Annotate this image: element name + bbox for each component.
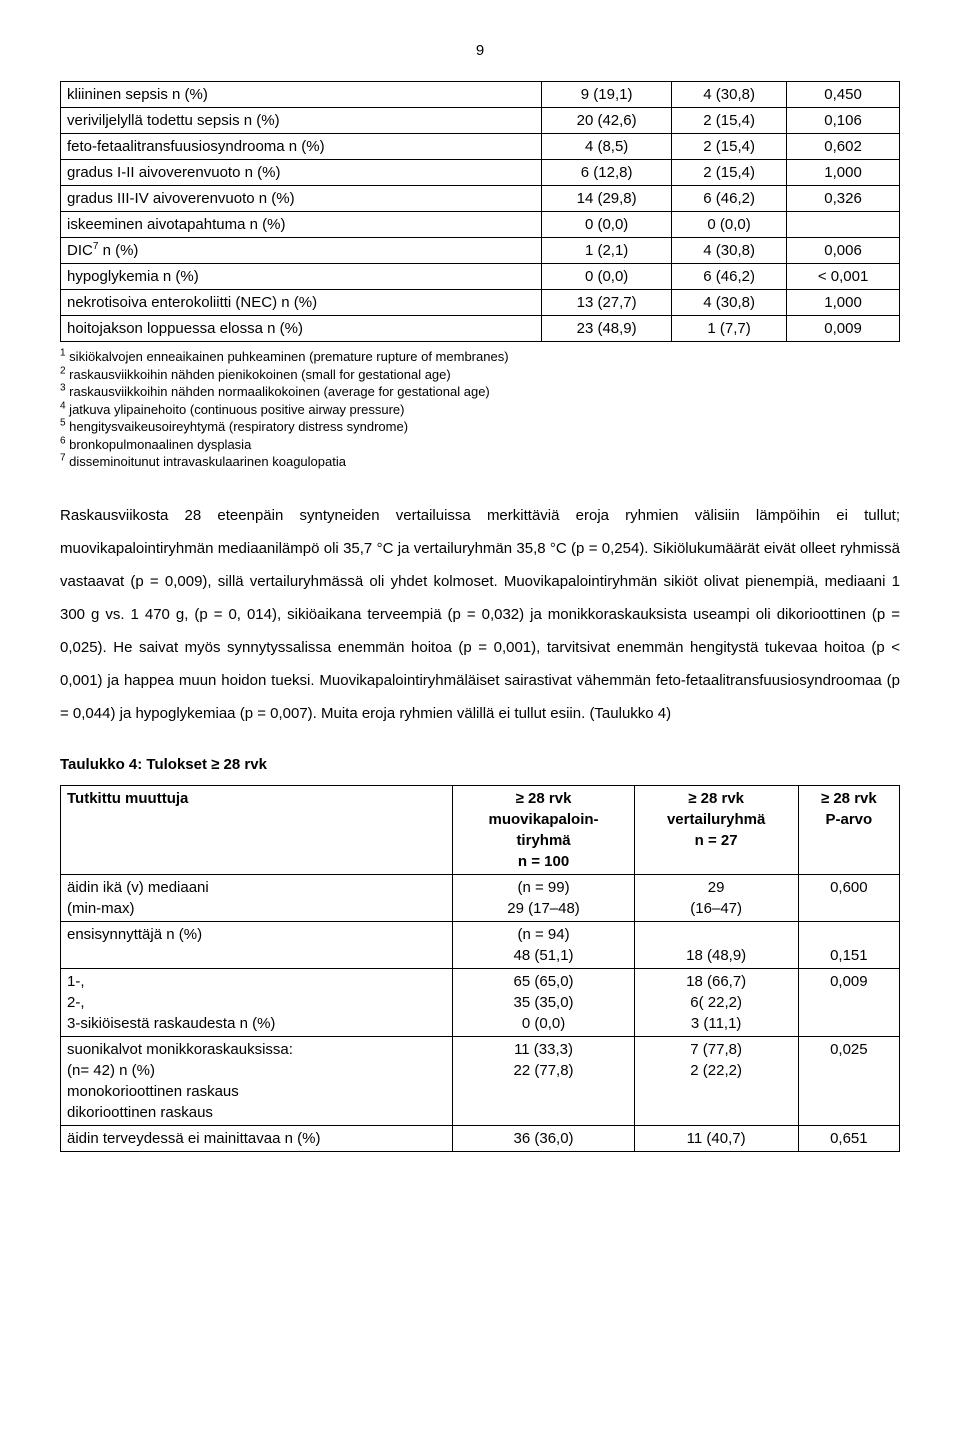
table-row: nekrotisoiva enterokoliitti (NEC) n (%)1… bbox=[61, 290, 900, 316]
table-2-header-cell: ≥ 28 rvkmuovikapaloin-tiryhmän = 100 bbox=[453, 785, 634, 874]
cell: 6 (12,8) bbox=[542, 160, 672, 186]
table-row: ensisynnyttäjä n (%)(n = 94)48 (51,1)18 … bbox=[61, 921, 900, 968]
cell: 0 (0,0) bbox=[542, 264, 672, 290]
table-2-header-cell: Tutkittu muuttuja bbox=[61, 785, 453, 874]
table-row: äidin terveydessä ei mainittavaa n (%)36… bbox=[61, 1125, 900, 1151]
cell: 1,000 bbox=[787, 160, 900, 186]
cell: 20 (42,6) bbox=[542, 108, 672, 134]
cell: 0,009 bbox=[787, 316, 900, 342]
cell: 0,326 bbox=[787, 186, 900, 212]
cell: gradus I-II aivoverenvuoto n (%) bbox=[61, 160, 542, 186]
footnote-line: 6 bronkopulmonaalinen dysplasia bbox=[60, 436, 900, 454]
footnotes: 1 sikiökalvojen enneaikainen puhkeaminen… bbox=[60, 348, 900, 471]
cell: < 0,001 bbox=[787, 264, 900, 290]
cell: 0,106 bbox=[787, 108, 900, 134]
table-row: feto-fetaalitransfuusiosyndrooma n (%)4 … bbox=[61, 134, 900, 160]
cell: 4 (8,5) bbox=[542, 134, 672, 160]
cell: 2 (15,4) bbox=[672, 134, 787, 160]
footnote-line: 2 raskausviikkoihin nähden pienikokoinen… bbox=[60, 366, 900, 384]
cell: 11 (33,3)22 (77,8) bbox=[453, 1036, 634, 1125]
cell: 4 (30,8) bbox=[672, 238, 787, 264]
footnote-line: 3 raskausviikkoihin nähden normaalikokoi… bbox=[60, 383, 900, 401]
table-1: kliininen sepsis n (%)9 (19,1)4 (30,8)0,… bbox=[60, 81, 900, 342]
cell: (n = 99)29 (17–48) bbox=[453, 874, 634, 921]
cell: 0 (0,0) bbox=[672, 212, 787, 238]
cell: 36 (36,0) bbox=[453, 1125, 634, 1151]
cell: 11 (40,7) bbox=[634, 1125, 798, 1151]
footnote-line: 1 sikiökalvojen enneaikainen puhkeaminen… bbox=[60, 348, 900, 366]
cell: 1,000 bbox=[787, 290, 900, 316]
table-row: DIC7 n (%)1 (2,1)4 (30,8)0,006 bbox=[61, 238, 900, 264]
body-paragraph: Raskausviikosta 28 eteenpäin syntyneiden… bbox=[60, 499, 900, 730]
table-row: veriviljelyllä todettu sepsis n (%)20 (4… bbox=[61, 108, 900, 134]
cell: veriviljelyllä todettu sepsis n (%) bbox=[61, 108, 542, 134]
cell: 1 (2,1) bbox=[542, 238, 672, 264]
cell: 9 (19,1) bbox=[542, 82, 672, 108]
table-2-header-cell: ≥ 28 rvkP-arvo bbox=[798, 785, 899, 874]
cell: 4 (30,8) bbox=[672, 290, 787, 316]
table-2-title: Taulukko 4: Tulokset ≥ 28 rvk bbox=[60, 754, 900, 775]
cell: hypoglykemia n (%) bbox=[61, 264, 542, 290]
cell: 0,006 bbox=[787, 238, 900, 264]
cell: 0,025 bbox=[798, 1036, 899, 1125]
table-row: hypoglykemia n (%)0 (0,0)6 (46,2)< 0,001 bbox=[61, 264, 900, 290]
cell: 18 (48,9) bbox=[634, 921, 798, 968]
cell: suonikalvot monikkoraskauksissa:(n= 42) … bbox=[61, 1036, 453, 1125]
table-2-header-cell: ≥ 28 rvkvertailuryhmän = 27 bbox=[634, 785, 798, 874]
cell: 6 (46,2) bbox=[672, 264, 787, 290]
cell: 1-,2-,3-sikiöisestä raskaudesta n (%) bbox=[61, 968, 453, 1036]
footnote-line: 5 hengitysvaikeusoireyhtymä (respiratory… bbox=[60, 418, 900, 436]
cell: iskeeminen aivotapahtuma n (%) bbox=[61, 212, 542, 238]
table-row: kliininen sepsis n (%)9 (19,1)4 (30,8)0,… bbox=[61, 82, 900, 108]
cell: äidin ikä (v) mediaani(min-max) bbox=[61, 874, 453, 921]
page-number: 9 bbox=[60, 40, 900, 61]
cell: 0,450 bbox=[787, 82, 900, 108]
cell: 14 (29,8) bbox=[542, 186, 672, 212]
cell: 23 (48,9) bbox=[542, 316, 672, 342]
table-row: äidin ikä (v) mediaani(min-max)(n = 99)2… bbox=[61, 874, 900, 921]
cell: nekrotisoiva enterokoliitti (NEC) n (%) bbox=[61, 290, 542, 316]
cell: (n = 94)48 (51,1) bbox=[453, 921, 634, 968]
cell: hoitojakson loppuessa elossa n (%) bbox=[61, 316, 542, 342]
table-row: gradus I-II aivoverenvuoto n (%)6 (12,8)… bbox=[61, 160, 900, 186]
table-row: iskeeminen aivotapahtuma n (%)0 (0,0)0 (… bbox=[61, 212, 900, 238]
cell: 0 (0,0) bbox=[542, 212, 672, 238]
footnote-line: 7 disseminoitunut intravaskulaarinen koa… bbox=[60, 453, 900, 471]
cell: gradus III-IV aivoverenvuoto n (%) bbox=[61, 186, 542, 212]
table-2-header-row: Tutkittu muuttuja ≥ 28 rvkmuovikapaloin-… bbox=[61, 785, 900, 874]
cell: 0,600 bbox=[798, 874, 899, 921]
cell: 13 (27,7) bbox=[542, 290, 672, 316]
cell: 1 (7,7) bbox=[672, 316, 787, 342]
cell: 0,151 bbox=[798, 921, 899, 968]
footnote-line: 4 jatkuva ylipainehoito (continuous posi… bbox=[60, 401, 900, 419]
cell: 18 (66,7)6( 22,2)3 (11,1) bbox=[634, 968, 798, 1036]
cell: 0,651 bbox=[798, 1125, 899, 1151]
cell: 2 (15,4) bbox=[672, 108, 787, 134]
table-row: hoitojakson loppuessa elossa n (%)23 (48… bbox=[61, 316, 900, 342]
cell: 65 (65,0)35 (35,0)0 (0,0) bbox=[453, 968, 634, 1036]
cell: 4 (30,8) bbox=[672, 82, 787, 108]
cell bbox=[787, 212, 900, 238]
cell: 0,602 bbox=[787, 134, 900, 160]
cell: 29(16–47) bbox=[634, 874, 798, 921]
cell: ensisynnyttäjä n (%) bbox=[61, 921, 453, 968]
table-row: 1-,2-,3-sikiöisestä raskaudesta n (%)65 … bbox=[61, 968, 900, 1036]
table-2: Tutkittu muuttuja ≥ 28 rvkmuovikapaloin-… bbox=[60, 785, 900, 1152]
table-row: gradus III-IV aivoverenvuoto n (%)14 (29… bbox=[61, 186, 900, 212]
cell: kliininen sepsis n (%) bbox=[61, 82, 542, 108]
cell: 7 (77,8)2 (22,2) bbox=[634, 1036, 798, 1125]
cell: feto-fetaalitransfuusiosyndrooma n (%) bbox=[61, 134, 542, 160]
cell: äidin terveydessä ei mainittavaa n (%) bbox=[61, 1125, 453, 1151]
cell: 0,009 bbox=[798, 968, 899, 1036]
cell: 6 (46,2) bbox=[672, 186, 787, 212]
table-row: suonikalvot monikkoraskauksissa:(n= 42) … bbox=[61, 1036, 900, 1125]
cell: 2 (15,4) bbox=[672, 160, 787, 186]
cell: DIC7 n (%) bbox=[61, 238, 542, 264]
